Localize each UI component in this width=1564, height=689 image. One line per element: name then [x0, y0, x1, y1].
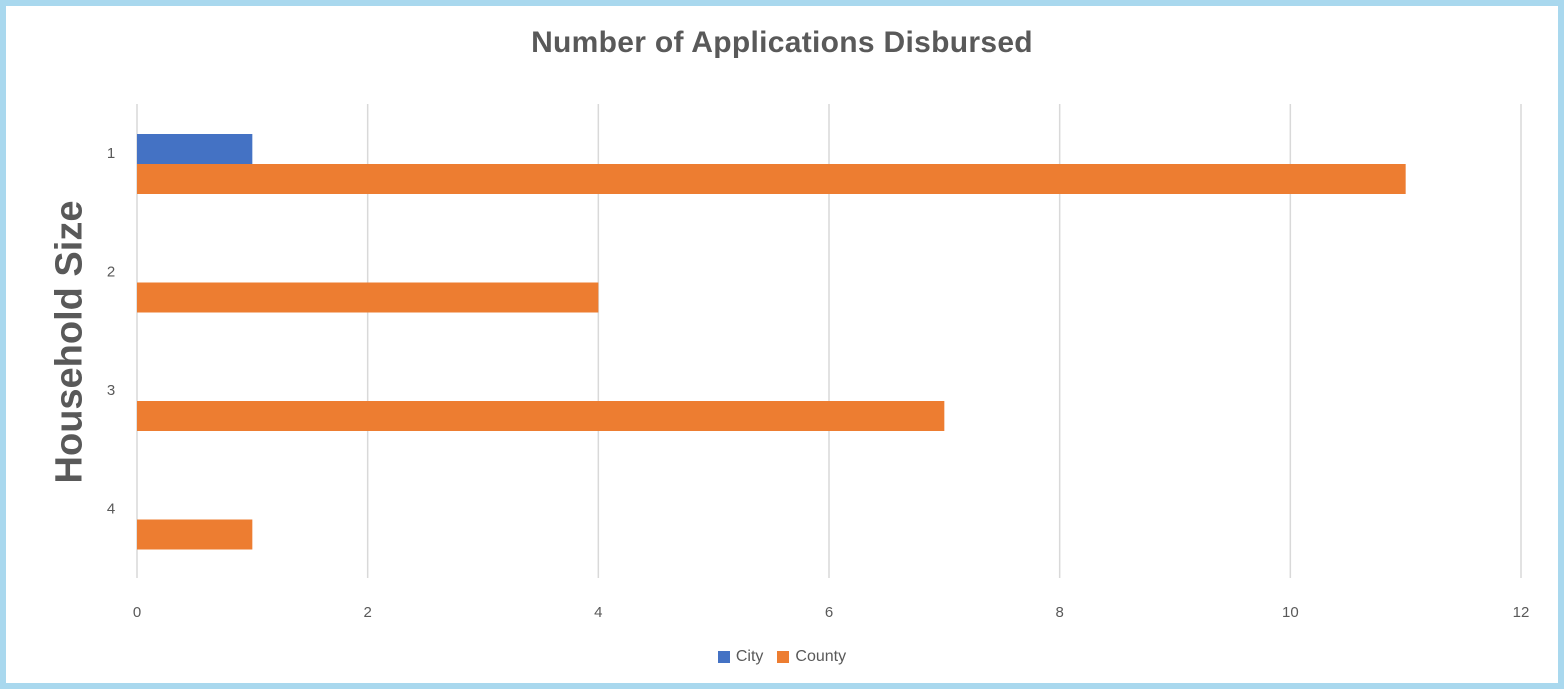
x-tick-label: 8	[1055, 604, 1063, 621]
x-tick-labels: 0 2 4 6 8 10 12	[133, 604, 1530, 621]
bar-county-4	[137, 520, 252, 550]
bar-county-1	[137, 164, 1406, 194]
bars	[137, 134, 1406, 550]
legend-item-city: City	[718, 648, 764, 666]
legend: City County	[0, 648, 1564, 666]
legend-swatch-county	[777, 651, 789, 663]
y-tick-label: 4	[107, 501, 115, 518]
x-tick-label: 0	[133, 604, 141, 621]
y-tick-label: 2	[107, 264, 115, 281]
legend-item-county: County	[777, 648, 846, 666]
bar-county-2	[137, 283, 598, 313]
y-tick-label: 1	[107, 145, 115, 162]
x-tick-label: 2	[363, 604, 371, 621]
x-tick-label: 6	[825, 604, 833, 621]
legend-swatch-city	[718, 651, 730, 663]
y-tick-labels: 1 2 3 4	[107, 145, 115, 518]
bar-city-1	[137, 134, 252, 164]
x-tick-label: 12	[1513, 604, 1530, 621]
legend-label-city: City	[736, 648, 764, 666]
x-tick-label: 4	[594, 604, 602, 621]
y-tick-label: 3	[107, 382, 115, 399]
x-tick-label: 10	[1282, 604, 1299, 621]
legend-label-county: County	[795, 648, 846, 666]
bar-county-3	[137, 401, 944, 431]
